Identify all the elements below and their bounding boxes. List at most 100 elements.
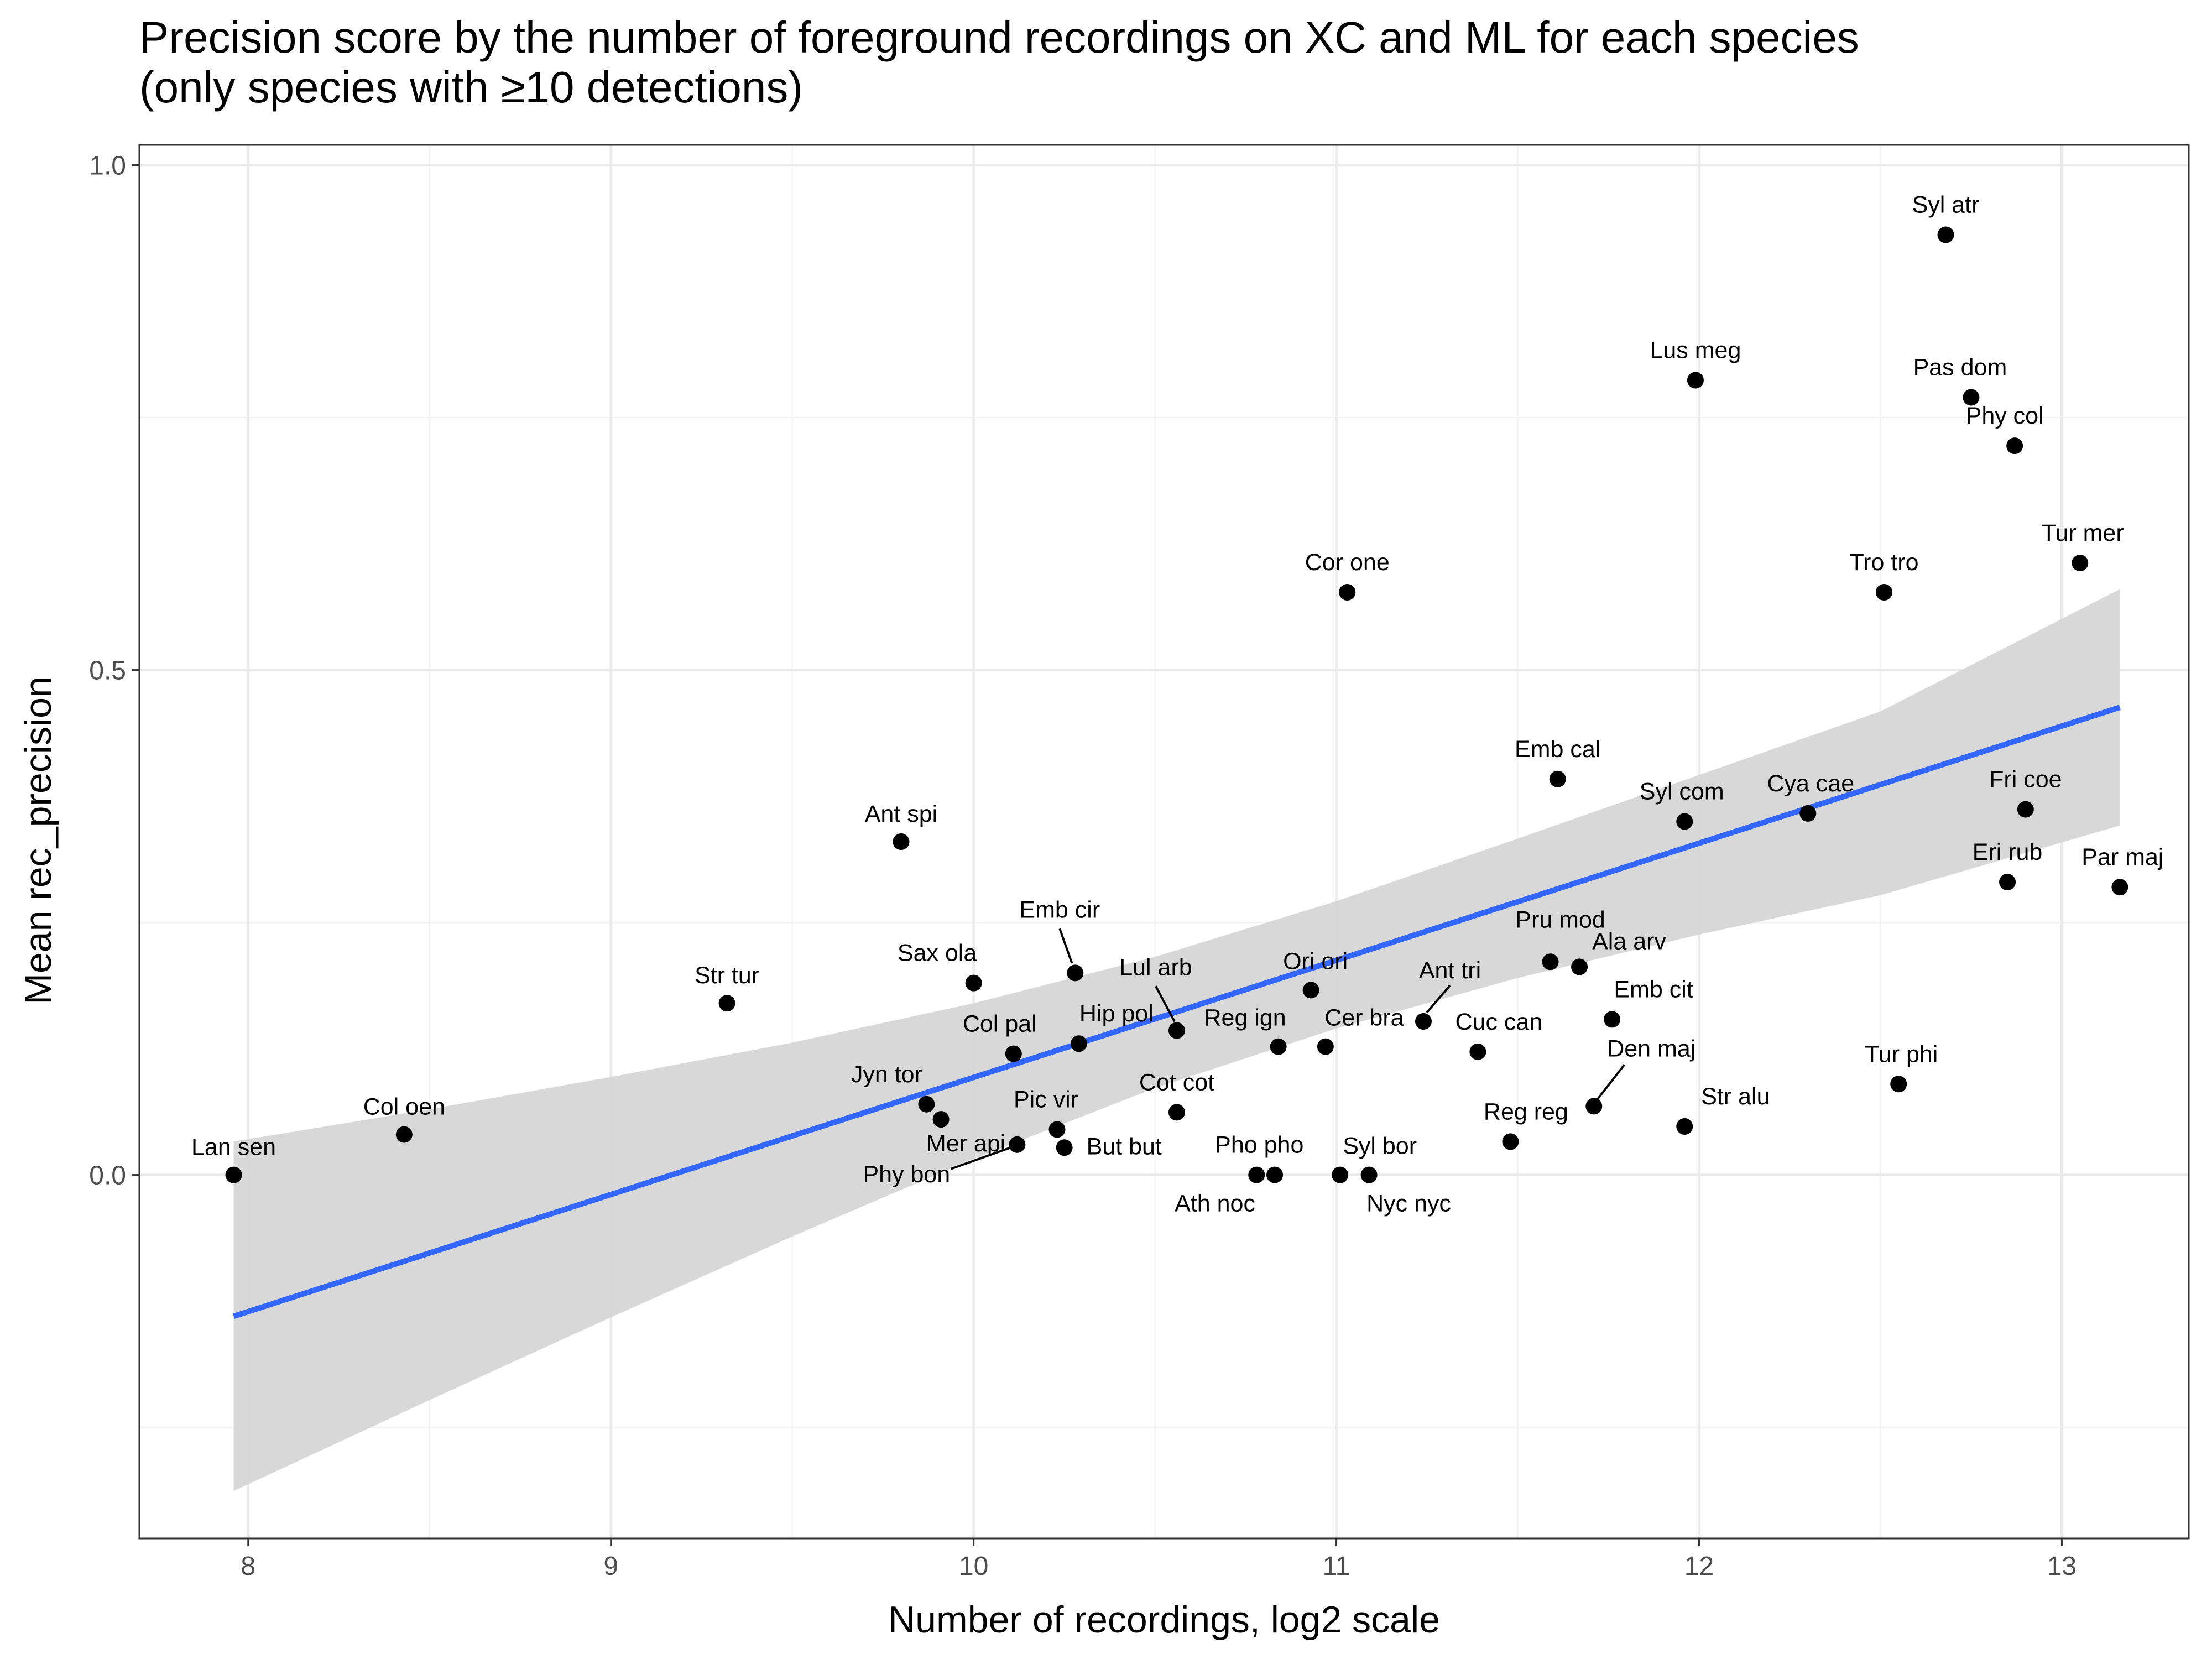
data-point — [1469, 1043, 1486, 1060]
confidence-band-group — [233, 589, 2120, 1491]
y-tick-label: 1.0 — [89, 152, 126, 181]
data-point — [1799, 805, 1817, 822]
chart-title-line-1: Precision score by the number of foregro… — [139, 13, 1859, 62]
point-label: Syl atr — [1912, 192, 1980, 218]
x-axis-title: Number of recordings, log2 scale — [888, 1599, 1440, 1641]
x-tick-label: 12 — [1684, 1552, 1714, 1581]
y-tick-label: 0.0 — [89, 1161, 126, 1191]
point-label: Ath noc — [1175, 1191, 1255, 1217]
point-label: Tur phi — [1865, 1041, 1938, 1067]
point-label: Lan sen — [191, 1134, 276, 1161]
data-point — [1248, 1166, 1265, 1183]
point-label: Pas dom — [1913, 354, 2007, 381]
data-point — [1056, 1139, 1073, 1156]
x-tick-label: 8 — [241, 1552, 255, 1581]
data-point — [1890, 1076, 1907, 1093]
data-point — [1360, 1166, 1378, 1183]
data-point — [1168, 1104, 1185, 1121]
point-label: Tro tro — [1849, 549, 1918, 576]
label-leader-line — [1058, 928, 1073, 964]
data-point — [1999, 874, 2016, 891]
data-point — [1585, 1098, 1603, 1115]
data-point — [1266, 1166, 1284, 1183]
data-point — [918, 1095, 935, 1113]
point-label: Lus meg — [1650, 337, 1741, 363]
data-point — [1332, 1166, 1349, 1183]
point-label: Str alu — [1701, 1083, 1770, 1110]
point-label: Tur mer — [2042, 520, 2124, 546]
data-point — [1168, 1022, 1185, 1039]
point-labels: Lan sen Col oen Str tur Ant spi Jyn tor Mer a… — [191, 192, 2163, 1217]
data-point — [1676, 813, 1693, 830]
data-point — [1604, 1011, 1621, 1028]
data-point — [1048, 1121, 1066, 1138]
point-label: Hip pol — [1079, 1000, 1154, 1027]
label-leader-line — [1426, 984, 1451, 1014]
data-point — [718, 995, 735, 1012]
data-point — [2006, 437, 2023, 455]
point-label: Reg reg — [1484, 1098, 1568, 1125]
point-label: Pru mod — [1515, 906, 1605, 933]
data-point — [1963, 389, 1980, 406]
point-label: Ant tri — [1419, 957, 1481, 984]
label-leader-line — [1155, 985, 1176, 1022]
point-label: Lul arb — [1119, 954, 1192, 980]
point-label: Cer bra — [1324, 1005, 1404, 1031]
data-point — [1542, 953, 1559, 971]
y-tick-label: 0.5 — [89, 656, 126, 686]
data-point — [1005, 1045, 1022, 1062]
axes: 8 9 10 11 12 13 0.0 0.5 1.0 — [89, 152, 2077, 1581]
data-point — [893, 833, 910, 850]
point-label: Str tur — [695, 962, 759, 989]
point-label: Emb cit — [1614, 976, 1693, 1003]
data-point — [1676, 1118, 1693, 1135]
x-tick-label: 9 — [603, 1552, 618, 1581]
point-label: Cuc can — [1455, 1009, 1543, 1035]
point-label: Par maj — [2081, 844, 2163, 870]
point-label: Den maj — [1607, 1035, 1695, 1062]
data-point — [2017, 801, 2034, 818]
point-label: Syl bor — [1343, 1133, 1417, 1160]
point-label: Emb cir — [1019, 896, 1100, 923]
point-label: Phy col — [1966, 403, 2044, 429]
point-label: Mer api — [926, 1130, 1005, 1157]
point-label: Jyn tor — [851, 1061, 922, 1088]
data-point — [1070, 1035, 1087, 1052]
point-label: Sax ola — [898, 940, 977, 967]
point-label: Reg ign — [1204, 1005, 1286, 1031]
point-label: Cot cot — [1139, 1069, 1214, 1095]
label-leader-line — [950, 1145, 1014, 1170]
data-point — [395, 1126, 413, 1143]
x-tick-label: 11 — [1323, 1552, 1350, 1581]
point-label: Emb cal — [1515, 736, 1600, 763]
chart-title-line-2: (only species with ≥10 detections) — [139, 62, 804, 112]
y-axis-title: Mean rec_precision — [17, 676, 59, 1004]
data-points — [225, 226, 2128, 1183]
label-leader-line — [1596, 1064, 1625, 1100]
data-point — [1502, 1133, 1519, 1150]
data-point — [932, 1111, 950, 1128]
point-label: Phy bon — [863, 1161, 950, 1188]
data-point — [1937, 226, 1954, 243]
point-label: Cor one — [1305, 549, 1390, 576]
point-label: But but — [1087, 1133, 1162, 1160]
data-point — [1876, 583, 1893, 601]
data-point — [965, 974, 982, 992]
x-tick-label: 10 — [959, 1552, 988, 1581]
point-label: Col pal — [963, 1010, 1037, 1037]
data-point — [1067, 964, 1084, 982]
data-point — [1687, 372, 1704, 389]
point-label: Nyc nyc — [1366, 1191, 1451, 1217]
label-leaders — [950, 928, 1625, 1170]
data-point — [1270, 1038, 1287, 1055]
data-point — [1415, 1013, 1432, 1030]
point-label: Ori ori — [1283, 948, 1348, 974]
confidence-band — [233, 589, 2120, 1491]
data-point — [1339, 583, 1356, 601]
data-point — [1302, 982, 1319, 999]
point-label: Cya cae — [1767, 770, 1854, 797]
data-point — [1571, 958, 1588, 975]
data-point — [2072, 555, 2089, 571]
data-point — [1009, 1136, 1026, 1153]
